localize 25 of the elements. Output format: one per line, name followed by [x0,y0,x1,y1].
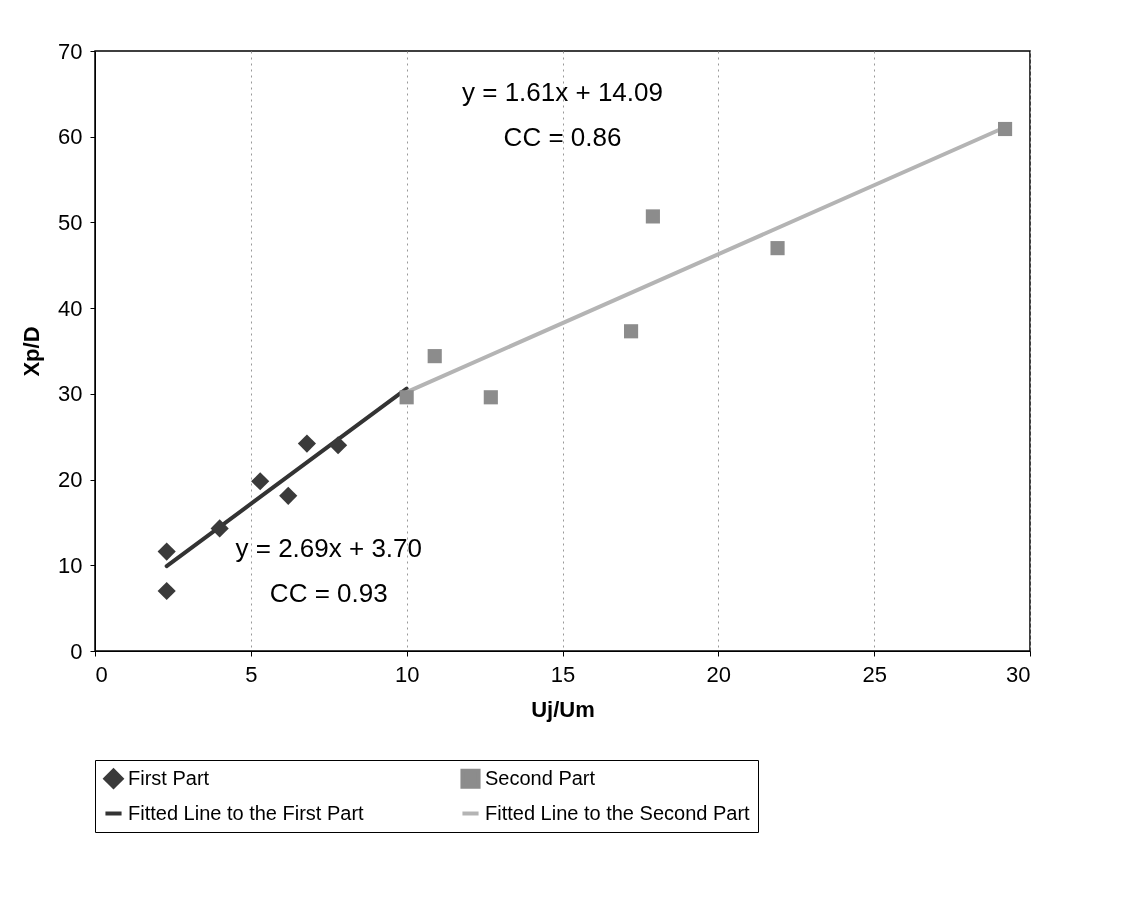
y-tick-label: 30 [58,381,83,407]
y-tick-label: 70 [58,38,83,64]
y-tick-label: 40 [58,295,83,321]
x-tick-label: 10 [394,661,420,687]
annotation: y = 2.69x + 3.70 [235,533,422,563]
x-tick-label: 0 [95,661,108,687]
x-axis-title: Uj/Um [531,696,595,722]
y-axis-title: Xp/D [19,326,45,377]
y-tick-label: 0 [70,638,83,664]
legend-label: Fitted Line to the Second Part [485,801,751,824]
x-tick-label: 15 [550,661,576,687]
annotation: CC = 0.86 [503,122,622,152]
y-tick-label: 50 [58,209,83,235]
y-tick-label: 10 [58,552,83,578]
y-tick-label: 20 [58,467,83,493]
x-tick-label: 20 [706,661,732,687]
y-tick-label: 60 [58,124,83,150]
legend-label: Fitted Line to the First Part [128,801,365,824]
annotation: CC = 0.93 [269,578,388,608]
legend-label: First Part [128,766,210,789]
legend-label: Second Part [485,766,596,789]
x-tick-label: 30 [1006,661,1031,687]
annotation: y = 1.61x + 14.09 [462,77,663,107]
x-tick-label: 25 [862,661,887,687]
x-tick-label: 5 [245,661,258,687]
